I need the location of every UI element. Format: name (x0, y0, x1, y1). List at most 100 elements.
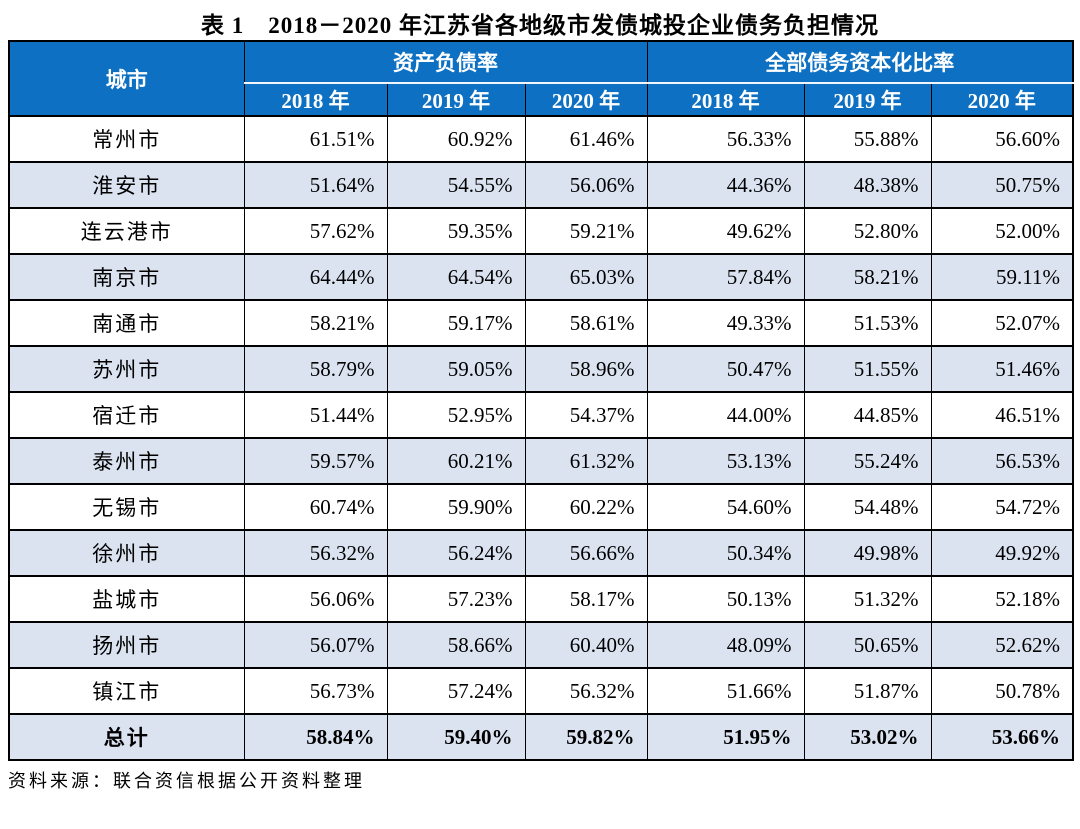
value-cell: 57.24% (386, 667, 526, 715)
value-cell: 53.02% (803, 713, 932, 761)
column-header-city: 城市 (8, 40, 245, 117)
city-cell: 南通市 (8, 299, 245, 347)
value-cell: 58.79% (243, 345, 388, 393)
value-cell: 60.22% (524, 483, 648, 531)
city-cell: 镇江市 (8, 667, 245, 715)
column-group-total-debt-capitalization-ratio: 全部债务资本化比率 (646, 39, 1074, 85)
value-cell: 56.06% (524, 161, 648, 209)
value-cell: 50.75% (930, 161, 1074, 209)
value-cell: 60.92% (386, 115, 526, 163)
table-row: 南京市 64.44% 64.54% 65.03% 57.84% 58.21% 59.11% (8, 253, 1074, 301)
city-cell: 盐城市 (8, 575, 245, 623)
value-cell: 54.37% (524, 391, 648, 439)
value-cell: 51.44% (243, 391, 388, 439)
value-cell: 58.21% (803, 253, 932, 301)
table-body: 常州市 61.51% 60.92% 61.46% 56.33% 55.88% 56.60% 淮… (8, 115, 1074, 761)
table-row: 总计 58.84% 59.40% 59.82% 51.95% 53.02% 53.66% (8, 713, 1074, 761)
table-header: 城市 资产负债率 全部债务资本化比率 2018 年 2019 年 2020 年 … (8, 39, 1074, 117)
value-cell: 58.84% (243, 713, 388, 761)
value-cell: 58.17% (524, 575, 648, 623)
table-row: 扬州市 56.07% 58.66% 60.40% 48.09% 50.65% 52.62% (8, 621, 1074, 669)
value-cell: 49.33% (646, 299, 805, 347)
column-header-year-2019-b: 2019 年 (803, 82, 932, 117)
table-row: 无锡市 60.74% 59.90% 60.22% 54.60% 54.48% 54.72% (8, 483, 1074, 531)
value-cell: 50.34% (646, 529, 805, 577)
value-cell: 50.47% (646, 345, 805, 393)
value-cell: 54.72% (930, 483, 1074, 531)
value-cell: 52.95% (386, 391, 526, 439)
table-row: 苏州市 58.79% 59.05% 58.96% 50.47% 51.55% 51.46% (8, 345, 1074, 393)
value-cell: 58.21% (243, 299, 388, 347)
value-cell: 64.44% (243, 253, 388, 301)
column-header-year-2020-b: 2020 年 (930, 82, 1074, 117)
value-cell: 55.88% (803, 115, 932, 163)
value-cell: 51.55% (803, 345, 932, 393)
value-cell: 54.60% (646, 483, 805, 531)
value-cell: 52.07% (930, 299, 1074, 347)
value-cell: 61.51% (243, 115, 388, 163)
value-cell: 56.66% (524, 529, 648, 577)
value-cell: 51.46% (930, 345, 1074, 393)
table-row: 淮安市 51.64% 54.55% 56.06% 44.36% 48.38% 50.75% (8, 161, 1074, 209)
value-cell: 53.13% (646, 437, 805, 485)
value-cell: 54.55% (386, 161, 526, 209)
value-cell: 58.61% (524, 299, 648, 347)
value-cell: 50.65% (803, 621, 932, 669)
table-row: 泰州市 59.57% 60.21% 61.32% 53.13% 55.24% 56.53% (8, 437, 1074, 485)
table-row: 镇江市 56.73% 57.24% 56.32% 51.66% 51.87% 50.78% (8, 667, 1074, 715)
value-cell: 59.17% (386, 299, 526, 347)
table-row: 连云港市 57.62% 59.35% 59.21% 49.62% 52.80% 52.00% (8, 207, 1074, 255)
value-cell: 53.66% (930, 713, 1074, 761)
value-cell: 56.06% (243, 575, 388, 623)
value-cell: 51.66% (646, 667, 805, 715)
value-cell: 52.18% (930, 575, 1074, 623)
value-cell: 49.98% (803, 529, 932, 577)
value-cell: 52.62% (930, 621, 1074, 669)
value-cell: 51.64% (243, 161, 388, 209)
value-cell: 54.48% (803, 483, 932, 531)
city-cell: 淮安市 (8, 161, 245, 209)
value-cell: 52.80% (803, 207, 932, 255)
value-cell: 44.36% (646, 161, 805, 209)
debt-burden-table: 城市 资产负债率 全部债务资本化比率 2018 年 2019 年 2020 年 … (8, 39, 1075, 761)
value-cell: 59.40% (386, 713, 526, 761)
column-header-year-2018-b: 2018 年 (646, 82, 805, 117)
value-cell: 50.78% (930, 667, 1074, 715)
value-cell: 59.90% (386, 483, 526, 531)
value-cell: 57.84% (646, 253, 805, 301)
header-year-row: 2018 年 2019 年 2020 年 2018 年 2019 年 2020 … (9, 82, 1074, 117)
value-cell: 56.53% (930, 437, 1074, 485)
city-cell: 常州市 (8, 115, 245, 163)
header-group-row: 城市 资产负债率 全部债务资本化比率 (8, 39, 1074, 117)
table-title: 表 1 2018－2020 年江苏省各地级市发债城投企业债务负担情况 (201, 13, 879, 38)
value-cell: 59.82% (524, 713, 648, 761)
value-cell: 50.13% (646, 575, 805, 623)
city-cell: 扬州市 (8, 621, 245, 669)
value-cell: 60.21% (386, 437, 526, 485)
value-cell: 51.87% (803, 667, 932, 715)
value-cell: 59.11% (930, 253, 1074, 301)
value-cell: 51.32% (803, 575, 932, 623)
value-cell: 56.60% (930, 115, 1074, 163)
value-cell: 44.85% (803, 391, 932, 439)
value-cell: 59.35% (386, 207, 526, 255)
value-cell: 51.95% (646, 713, 805, 761)
value-cell: 49.62% (646, 207, 805, 255)
value-cell: 58.66% (386, 621, 526, 669)
value-cell: 60.74% (243, 483, 388, 531)
value-cell: 61.32% (524, 437, 648, 485)
table-row: 常州市 61.51% 60.92% 61.46% 56.33% 55.88% 56.60% (8, 115, 1074, 163)
value-cell: 64.54% (386, 253, 526, 301)
value-cell: 55.24% (803, 437, 932, 485)
value-cell: 56.32% (524, 667, 648, 715)
value-cell: 48.38% (803, 161, 932, 209)
value-cell: 51.53% (803, 299, 932, 347)
column-group-asset-liability-ratio: 资产负债率 (243, 39, 648, 85)
city-cell: 连云港市 (8, 207, 245, 255)
value-cell: 46.51% (930, 391, 1074, 439)
table-row: 南通市 58.21% 59.17% 58.61% 49.33% 51.53% 52.07% (8, 299, 1074, 347)
value-cell: 65.03% (524, 253, 648, 301)
value-cell: 57.23% (386, 575, 526, 623)
value-cell: 57.62% (243, 207, 388, 255)
city-cell: 无锡市 (8, 483, 245, 531)
